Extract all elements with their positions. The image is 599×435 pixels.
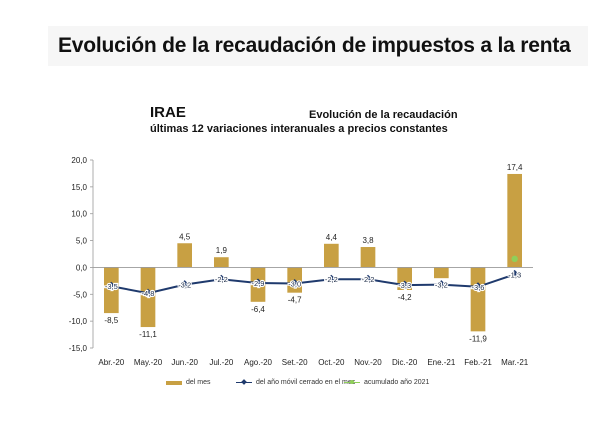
- legend-item-acumulado: acumulado año 2021: [344, 379, 429, 386]
- line-point: [180, 280, 190, 290]
- bar-data-label: 1,9: [216, 246, 228, 255]
- bar: [470, 267, 486, 332]
- line-point: [143, 288, 153, 298]
- bar-data-label: -4,7: [288, 296, 302, 305]
- y-tick-label: 5,0: [76, 237, 88, 246]
- bar-data-label: 17,4: [507, 163, 523, 172]
- line-data-label: -3,2: [178, 281, 191, 290]
- bar-data-label: -4,2: [398, 293, 412, 302]
- x-tick-label: Jul.-20: [209, 358, 234, 367]
- line-data-label: -1,3: [508, 270, 521, 279]
- bar: [214, 257, 229, 268]
- line-data-label: -2,9: [252, 279, 265, 288]
- y-tick-label: 15,0: [71, 183, 87, 192]
- bar-data-label: 4,5: [179, 232, 191, 241]
- x-tick-label: Abr.-20: [98, 358, 124, 367]
- line-data-label: -3,0: [288, 280, 301, 289]
- x-tick-label: Jun.-20: [171, 358, 198, 367]
- line-data-label: -2,2: [325, 275, 338, 284]
- bar-data-label: -11,1: [139, 330, 157, 339]
- line-data-label: -2,2: [215, 275, 228, 284]
- x-tick-label: Dic.-20: [392, 358, 418, 367]
- x-tick-label: Oct.-20: [318, 358, 345, 367]
- chart-subtitle: últimas 12 variaciones interanuales a pr…: [150, 123, 448, 135]
- legend-swatch-point: [344, 380, 360, 384]
- line-point: [253, 278, 263, 288]
- line-data-label: -4,8: [142, 289, 155, 298]
- bar: [434, 267, 449, 279]
- legend-label: del mes: [186, 379, 211, 386]
- bar-data-label: 4,4: [326, 233, 338, 242]
- y-tick-label: -10,0: [69, 317, 88, 326]
- bar-data-label: -11,9: [469, 334, 487, 343]
- y-tick-label: -5,0: [73, 290, 87, 299]
- x-tick-label: Set.-20: [282, 358, 308, 367]
- line-data-label: -3,5: [105, 282, 118, 291]
- bar: [177, 243, 192, 268]
- line-data-label: -3,3: [398, 281, 411, 290]
- legend-label: acumulado año 2021: [364, 379, 430, 386]
- legend-item-del-mes: del mes: [166, 379, 211, 386]
- chart-tax-label: IRAE: [150, 104, 186, 121]
- y-tick-label: -15,0: [69, 344, 88, 353]
- accumulated-point: [511, 255, 518, 263]
- title-band: [48, 26, 588, 66]
- bar-data-label: -8,5: [104, 316, 118, 325]
- x-tick-label: May.-20: [134, 358, 163, 367]
- legend-label: del año móvil cerrado en el mes: [256, 379, 356, 386]
- y-tick-label: 20,0: [71, 156, 87, 165]
- bar: [360, 247, 376, 268]
- y-tick-label: 10,0: [71, 210, 87, 219]
- line-series-path: [111, 273, 515, 295]
- bar: [324, 243, 339, 268]
- line-point: [106, 281, 116, 291]
- page-title: Evolución de la recaudación de impuestos…: [58, 34, 571, 57]
- bar-data-label: -6,4: [251, 305, 265, 314]
- bar: [507, 173, 522, 268]
- chart-title: Evolución de la recaudación: [309, 109, 458, 121]
- x-tick-label: Feb.-21: [464, 358, 492, 367]
- line-data-label: -3,6: [472, 283, 485, 292]
- x-tick-label: Ene.-21: [427, 358, 456, 367]
- line-data-label: -2,2: [362, 275, 375, 284]
- bar-data-label: 3,8: [362, 236, 374, 245]
- y-tick-label: 0,0: [76, 263, 88, 272]
- line-point: [216, 274, 226, 284]
- legend-swatch-bar: [166, 380, 182, 385]
- legend-swatch-line: [236, 381, 252, 384]
- x-tick-label: Nov.-20: [354, 358, 382, 367]
- line-data-label: -3,2: [435, 281, 448, 290]
- x-tick-label: Ago.-20: [244, 358, 273, 367]
- x-tick-label: Mar.-21: [501, 358, 529, 367]
- legend-item-ano-movil: del año móvil cerrado en el mes: [236, 379, 355, 386]
